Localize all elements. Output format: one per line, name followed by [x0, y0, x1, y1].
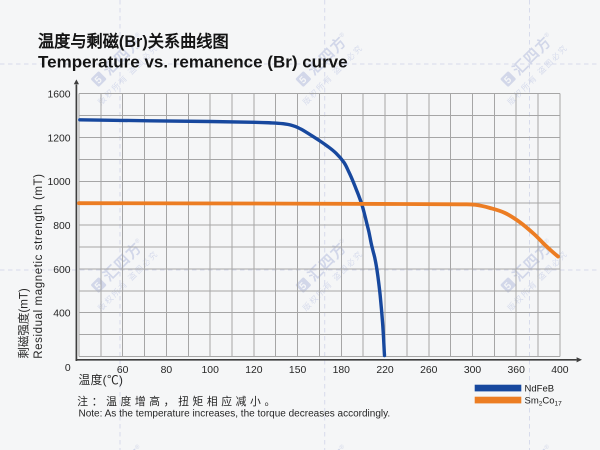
- svg-text:汇四方: 汇四方: [509, 32, 555, 78]
- svg-text:汇四方: 汇四方: [304, 238, 350, 284]
- svg-text:1600: 1600: [47, 90, 70, 101]
- svg-text:Sm2Co17: Sm2Co17: [525, 396, 563, 408]
- svg-text:0: 0: [65, 363, 71, 374]
- svg-text:300: 300: [464, 365, 482, 376]
- svg-text:®: ®: [543, 237, 551, 245]
- svg-text:180: 180: [333, 365, 351, 376]
- svg-text:1000: 1000: [47, 177, 70, 188]
- svg-text:NdFeB: NdFeB: [525, 384, 555, 395]
- svg-text:®: ®: [133, 237, 141, 245]
- svg-text:®: ®: [543, 443, 551, 450]
- svg-text:Temperature vs. remanence (Br): Temperature vs. remanence (Br) curve: [38, 52, 348, 71]
- svg-text:®: ®: [338, 443, 346, 450]
- svg-text:400: 400: [551, 365, 569, 376]
- svg-text:®: ®: [543, 31, 551, 39]
- svg-text:80: 80: [161, 365, 173, 376]
- svg-text:800: 800: [53, 221, 71, 232]
- svg-text:600: 600: [53, 265, 71, 276]
- svg-text:温度与剩磁(Br)关系曲线图: 温度与剩磁(Br)关系曲线图: [37, 32, 229, 51]
- svg-text:260: 260: [420, 365, 438, 376]
- svg-text:温度(℃): 温度(℃): [79, 373, 124, 387]
- svg-text:360: 360: [508, 365, 526, 376]
- svg-text:120: 120: [245, 365, 263, 376]
- svg-text:剩磁强度(mT): 剩磁强度(mT): [17, 288, 31, 358]
- svg-text:100: 100: [202, 365, 220, 376]
- svg-text:60: 60: [117, 365, 129, 376]
- svg-text:®: ®: [338, 237, 346, 245]
- svg-text:®: ®: [133, 31, 141, 39]
- svg-text:Note: As the temperature incre: Note: As the temperature increases, the …: [79, 409, 391, 420]
- svg-text:®: ®: [338, 31, 346, 39]
- svg-text:1200: 1200: [47, 133, 70, 144]
- svg-text:150: 150: [289, 365, 307, 376]
- svg-text:400: 400: [53, 309, 71, 320]
- svg-text:220: 220: [376, 365, 394, 376]
- svg-text:Residual magnetic strength (mT: Residual magnetic strength (mT): [33, 173, 45, 358]
- svg-text:注：温度增高，扭矩相应减小。: 注：温度增高，扭矩相应减小。: [77, 394, 279, 408]
- svg-text:®: ®: [133, 443, 141, 450]
